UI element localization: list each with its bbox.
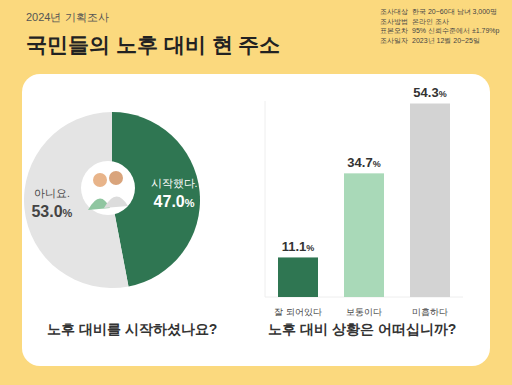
info-value: 온라인 조사 (412, 18, 449, 25)
infographic: 2024년 기획조사국민들의 노후 대비 현 주소 조사대상 한국 20~60대 남… (0, 0, 512, 385)
label-number: 47.0 (154, 193, 185, 210)
x-tick-label: 잘 되어있다 (274, 307, 322, 317)
photo-body (104, 196, 128, 208)
bar-value-label: 54.3% (413, 85, 446, 100)
photo-head (93, 173, 107, 187)
pie-value-label: 53.0% (31, 203, 72, 220)
label-unit: % (185, 197, 195, 209)
pie-category: 시작했다. (151, 177, 198, 189)
photo-icon (81, 161, 135, 215)
label-unit: % (373, 159, 381, 169)
bar-title: 노후 대비 상황은 어떠십니까? (268, 321, 456, 337)
bar (410, 103, 450, 297)
y-axis-line (265, 101, 266, 297)
x-tick-label: 보통이다 (346, 307, 382, 317)
pie (24, 112, 200, 288)
card (22, 74, 490, 366)
title: 국민들의 노후 대비 현 주소 (26, 33, 280, 56)
bar-value-label: 11.1% (282, 239, 315, 254)
info-value: 95% 신뢰수준에서 ±1.79%p (412, 27, 500, 35)
bar (344, 173, 384, 297)
background (0, 0, 512, 385)
pie-category: 아니요. (34, 187, 70, 199)
pie-value-label: 47.0% (154, 193, 195, 210)
photo-head (109, 171, 123, 185)
info-value: 2023년 12월 20~25일 (412, 37, 480, 44)
label-number: 34.7 (347, 155, 372, 170)
kicker: 2024년 기획조사 (26, 11, 109, 23)
info-key: 조사대상 (380, 8, 408, 15)
photo-circle (81, 161, 135, 215)
bar (278, 257, 318, 297)
label-unit: % (439, 89, 447, 99)
label-unit: % (63, 207, 73, 219)
info-key: 조사일자 (380, 37, 408, 44)
bar-value-label: 34.7% (347, 155, 380, 170)
label-unit: % (306, 243, 314, 253)
pie-title: 노후 대비를 시작하셨나요? (47, 321, 217, 337)
bars (278, 103, 450, 297)
info-value: 한국 20~60대 남녀 3,000명 (412, 8, 497, 16)
label-number: 11.1 (282, 239, 307, 254)
pie-slice (24, 112, 128, 288)
label-number: 54.3 (413, 85, 438, 100)
info-key: 표본오차 (380, 27, 408, 34)
x-tick-label: 미흡하다 (412, 307, 448, 317)
label-number: 53.0 (31, 203, 62, 220)
info-key: 조사방법 (380, 18, 408, 26)
